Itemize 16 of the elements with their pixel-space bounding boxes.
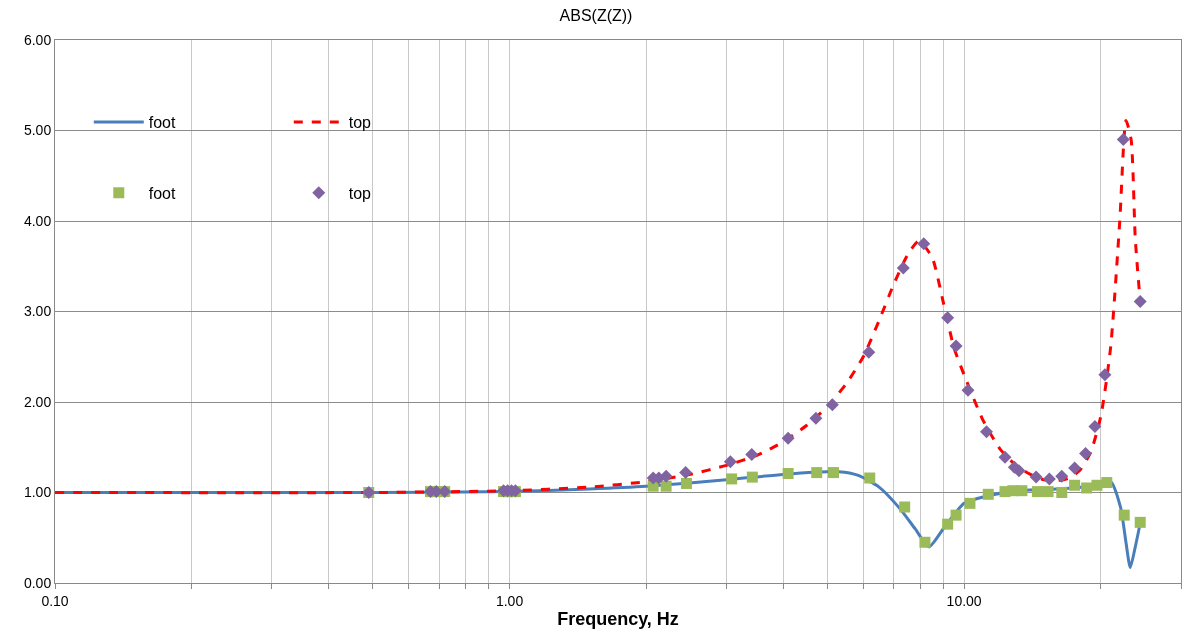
legend-label: top [348, 114, 372, 132]
x-tick-label: 0.10 [41, 592, 69, 609]
x-tick-label: 1.00 [495, 592, 524, 609]
x-tick-label: 10.00 [946, 592, 982, 609]
y-tick-label: 1.00 [23, 484, 52, 501]
y-tick-label: 6.00 [23, 31, 52, 48]
legend-label: foot [148, 114, 177, 132]
legend-label: foot [148, 184, 177, 202]
y-tick-label: 4.00 [23, 212, 52, 229]
y-tick-label: 3.00 [23, 303, 52, 320]
y-tick-label: 0.00 [23, 574, 52, 591]
y-tick-label: 2.00 [23, 393, 52, 410]
chart-title: ABS(Z(Z)) [559, 6, 633, 24]
legend-label: top [348, 184, 372, 202]
x-axis-title: Frequency, Hz [557, 608, 679, 629]
y-tick-label: 5.00 [23, 122, 52, 139]
